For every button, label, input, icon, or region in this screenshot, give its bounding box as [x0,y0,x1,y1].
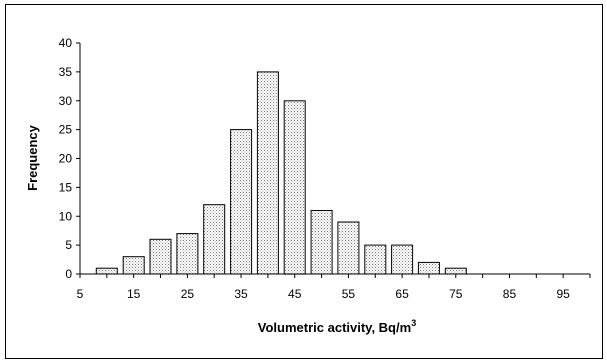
histogram-bar-2 [149,238,172,275]
x-tick-label-8: 85 [503,287,517,301]
histogram-bar-1 [122,256,145,275]
histogram-bar-5 [230,129,253,275]
y-tick-label-1: 5 [65,238,72,252]
y-tick-label-0: 0 [65,267,72,281]
y-tick-label-8: 40 [59,36,73,50]
histogram-bar-13 [444,267,467,275]
histogram-bar-4 [203,204,226,275]
y-tick-label-6: 30 [59,94,73,108]
histogram-bar-11 [391,244,414,275]
histogram-bar-0 [95,267,118,275]
y-tick-label-5: 25 [59,123,73,137]
x-tick-label-0: 5 [77,287,84,301]
histogram-bar-6 [256,71,279,275]
histogram-bar-10 [364,244,387,275]
x-axis-title: Volumetric activity, Bq/m3 [258,318,416,335]
y-tick-label-7: 35 [59,65,73,79]
x-tick-label-7: 75 [449,287,463,301]
bars-group [95,71,467,275]
histogram-bar-7 [283,100,306,275]
axes-group [76,42,591,278]
x-tick-label-2: 25 [181,287,195,301]
x-axis-title-text: Volumetric activity, Bq/m [258,320,411,335]
y-tick-label-4: 20 [59,152,73,166]
x-axis-title-superscript: 3 [411,318,416,328]
y-tick-label-3: 15 [59,180,73,194]
x-tick-label-9: 95 [556,287,570,301]
histogram-bar-8 [310,210,333,275]
x-tick-label-4: 45 [288,287,302,301]
histogram-bar-3 [176,233,199,275]
y-tick-label-2: 10 [59,209,73,223]
y-axis-title: Frequency [25,124,40,191]
x-tick-label-5: 55 [342,287,356,301]
x-tick-label-3: 35 [234,287,248,301]
x-tick-label-1: 15 [127,287,141,301]
x-tick-label-6: 65 [395,287,409,301]
histogram-bar-12 [417,261,440,275]
histogram-bar-9 [337,221,360,275]
